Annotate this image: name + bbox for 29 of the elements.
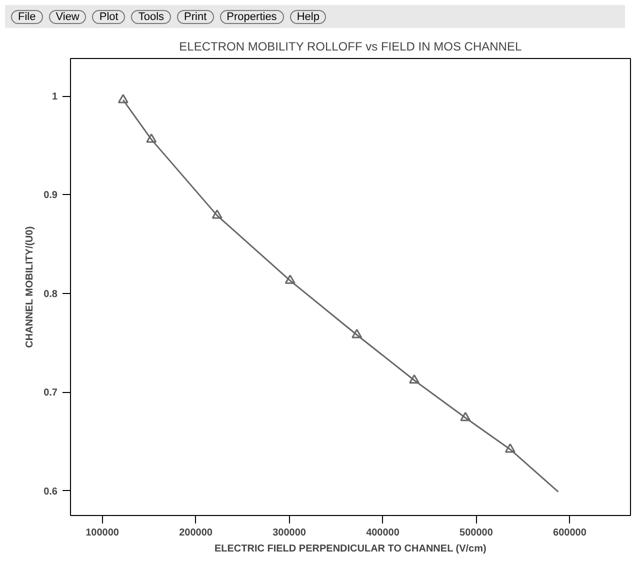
point <box>118 94 128 104</box>
point <box>504 443 516 453</box>
point <box>352 328 362 338</box>
x-tick-label: 500000 <box>460 528 494 538</box>
chart-title: ELECTRON MOBILITY ROLLOFF vs FIELD IN MOS CHANNEL <box>179 40 522 54</box>
text: View <box>48 10 86 24</box>
y-tick-label: 0.9 <box>44 190 58 202</box>
x-tick-label: 200000 <box>179 528 213 538</box>
x-tick-label: 600000 <box>553 528 587 538</box>
text: Plot <box>92 10 126 24</box>
x-tick-label: 100000 <box>86 528 120 538</box>
y-tick-label: 0.7 <box>44 388 58 399</box>
point <box>409 374 420 384</box>
y-tick-label: 1 <box>52 92 58 103</box>
x-axis-title: ELECTRIC FIELD PERPENDICULAR TO CHANNEL (V/cm) <box>214 544 486 554</box>
y-tick-label: 0.6 <box>44 486 58 498</box>
y-tick-label: 0.8 <box>44 288 58 300</box>
x-tick-label: 300000 <box>272 528 306 538</box>
text: Help <box>290 10 326 24</box>
x-tick-label: 400000 <box>366 528 400 538</box>
text: File <box>11 10 43 24</box>
text: Print <box>177 10 214 24</box>
point <box>460 412 471 422</box>
text: Properties <box>220 10 284 24</box>
point <box>284 274 296 284</box>
point <box>212 209 222 219</box>
text: Tools <box>131 10 172 24</box>
y-axis-title: CHANNEL MOBILITY/(U0) <box>24 226 36 348</box>
point <box>146 133 157 143</box>
